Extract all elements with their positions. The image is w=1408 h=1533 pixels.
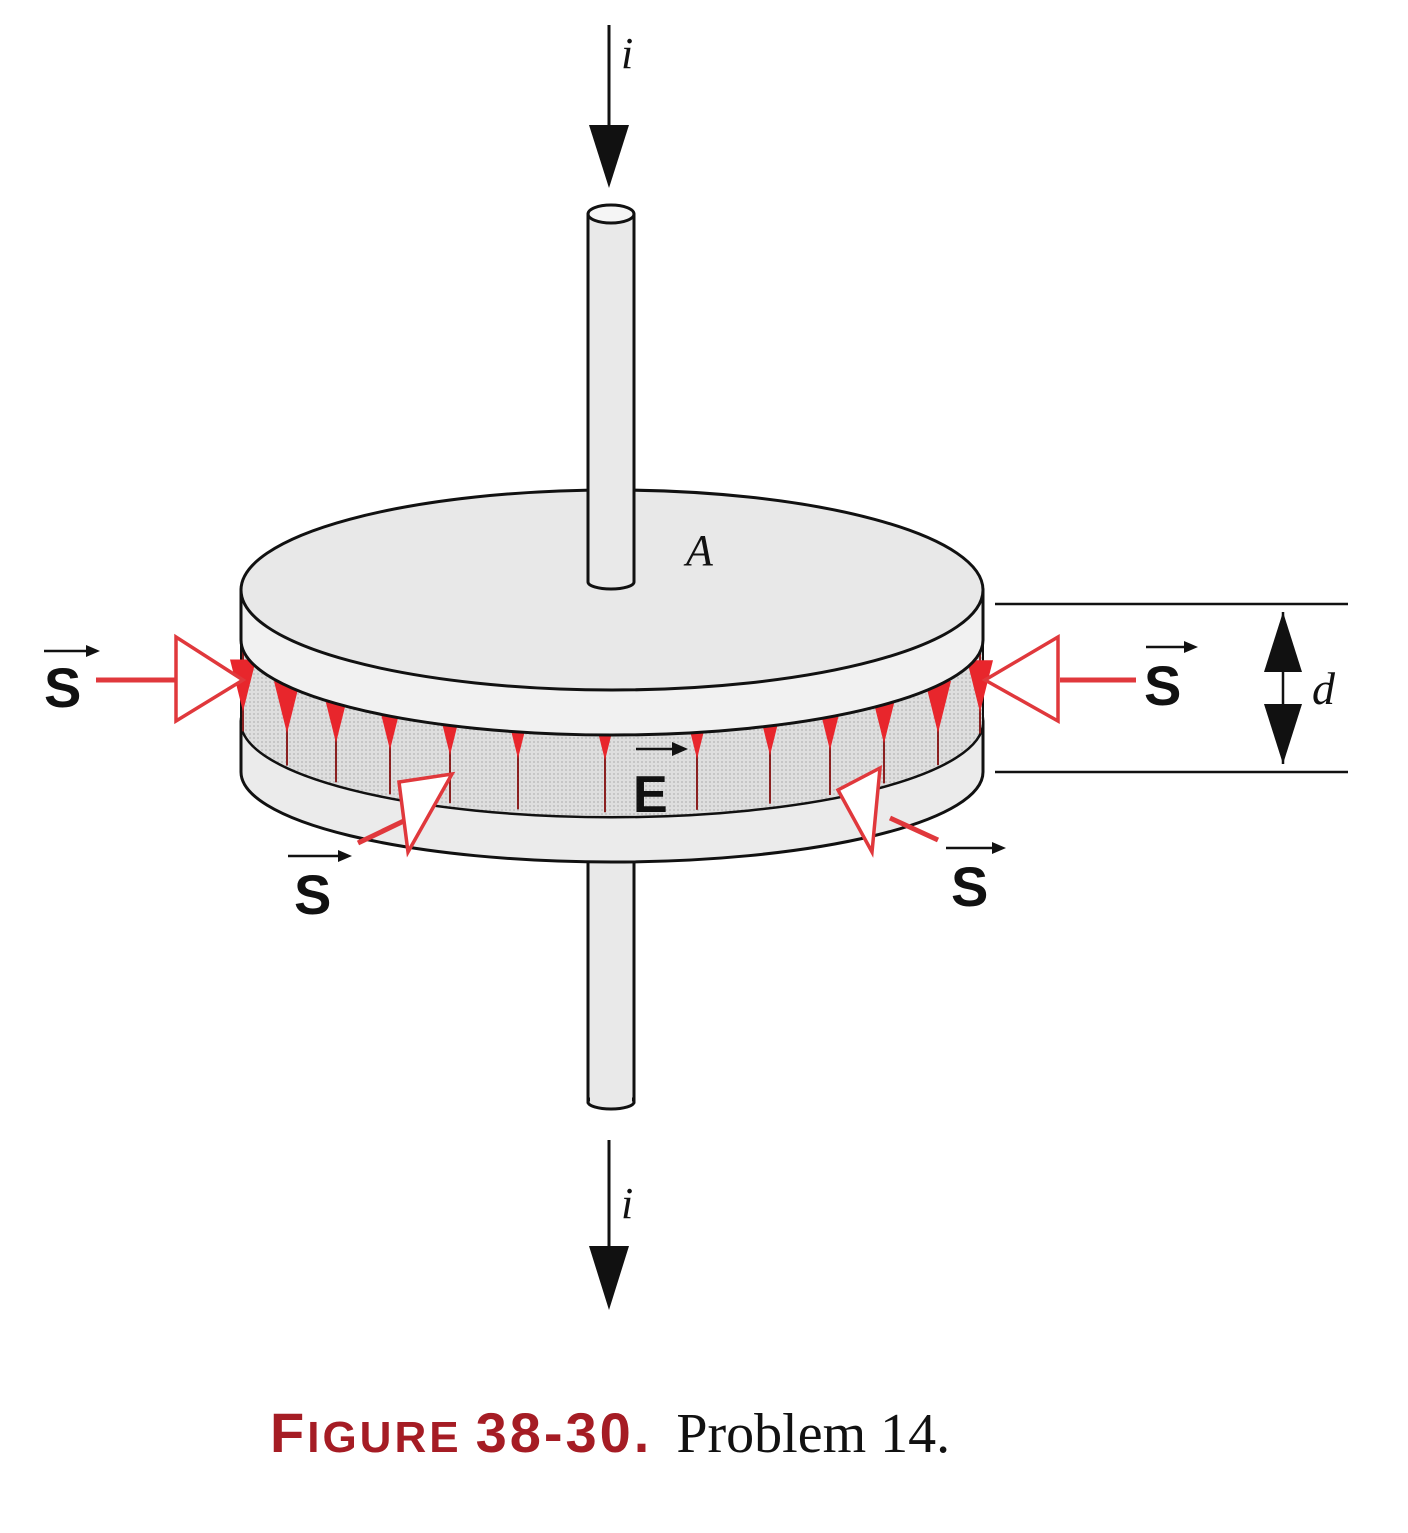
figure-caption-text: Problem 14. [676, 1403, 950, 1465]
poynting-label-left: S [44, 656, 81, 719]
current-label-top: i [621, 29, 633, 78]
poynting-label-right: S [1144, 654, 1181, 717]
poynting-arrow-right [981, 633, 1136, 724]
figure-caption-label-small: IGURE [307, 1413, 461, 1462]
area-label: A [683, 526, 714, 575]
figure-caption-label: F [270, 1401, 307, 1464]
poynting-arrow-front-left [356, 771, 456, 858]
poynting-vec-mark-right [1146, 641, 1198, 653]
poynting-arrow-front-right [835, 764, 940, 858]
poynting-vec-mark-left [44, 645, 100, 657]
separation-dimension [995, 602, 1348, 774]
figure-caption: FIGURE 38-30. Problem 14. [270, 1401, 950, 1465]
field-vector-arrow [636, 742, 688, 756]
current-label-bottom: i [621, 1179, 633, 1228]
current-arrow-bottom [589, 1140, 629, 1310]
field-arrowhead [967, 660, 993, 713]
field-arrowhead [274, 681, 300, 734]
figure-caption-number: 38-30. [476, 1401, 653, 1464]
field-arrowhead [230, 659, 256, 712]
poynting-label-front-left: S [294, 863, 331, 926]
separation-label: d [1312, 663, 1336, 714]
current-arrow-top [589, 25, 629, 188]
field-label: E [633, 766, 668, 824]
upper-wire [586, 203, 636, 591]
poynting-vec-mark-front-left [288, 850, 352, 862]
poynting-label-front-right: S [951, 855, 988, 918]
poynting-vec-mark-front-right [946, 842, 1006, 854]
lower-wire [586, 858, 636, 1111]
field-arrowhead [925, 680, 951, 733]
poynting-arrow-left [96, 633, 247, 725]
